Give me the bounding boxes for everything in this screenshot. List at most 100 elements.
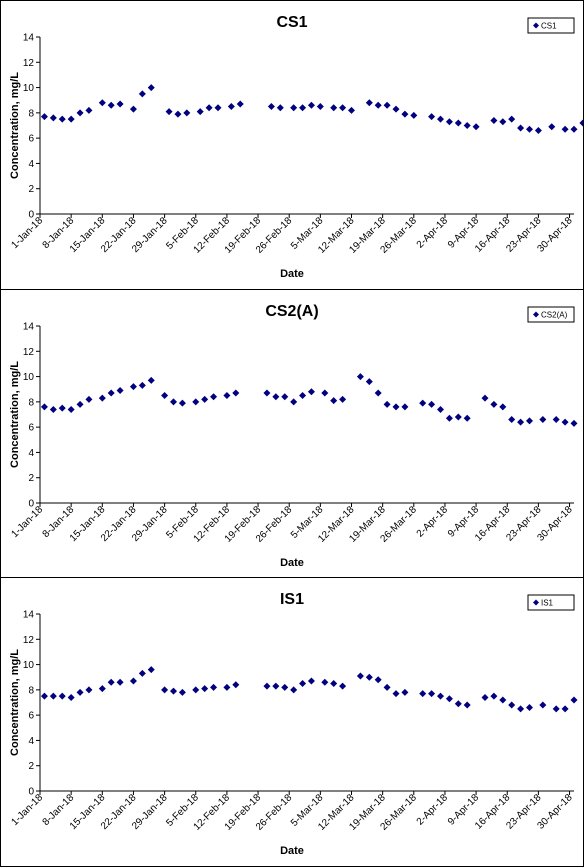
data-point (437, 115, 444, 123)
data-point (290, 398, 298, 406)
data-point (383, 101, 391, 109)
data-point (210, 683, 218, 691)
legend-label: CS1 (541, 22, 557, 31)
data-point (517, 705, 525, 713)
data-point (307, 388, 315, 396)
data-point (445, 414, 453, 422)
y-tick-label: 12 (23, 347, 35, 358)
data-point (232, 389, 240, 397)
data-point (223, 683, 231, 691)
data-point (392, 690, 400, 698)
chart-panel-cs1: CS1 CS1 0 2 4 6 8 10 12 14 1-Jan-18 8-Jan-18 15-Jan-… (0, 0, 584, 290)
data-point (348, 106, 355, 114)
data-point (236, 100, 244, 108)
y-tick-label: 4 (28, 159, 34, 170)
data-point (107, 678, 115, 686)
data-point (290, 104, 298, 112)
y-tick-label: 0 (28, 499, 34, 510)
data-point (49, 114, 57, 122)
data-point (116, 100, 124, 108)
chart-title: IS1 (280, 591, 304, 608)
data-point (129, 383, 137, 391)
y-tick-label: 14 (23, 33, 35, 44)
data-point (499, 403, 507, 411)
data-point (232, 681, 240, 689)
legend-marker-icon (533, 599, 539, 606)
data-point (107, 101, 115, 109)
y-tick-label: 12 (23, 58, 35, 69)
data-point (463, 414, 471, 422)
data-point (161, 392, 169, 400)
data-point (170, 398, 177, 406)
x-tick-label: 1-Jan-18 (9, 215, 45, 251)
data-point (356, 373, 364, 381)
x-tick-label: 2-Apr-18 (415, 792, 451, 828)
y-axis-title: Concentration, mg/L (9, 649, 21, 756)
data-point (178, 399, 186, 407)
data-point (178, 688, 186, 696)
data-point (401, 110, 409, 118)
data-point (481, 394, 489, 402)
data-point (445, 695, 453, 703)
chart-panel-cs2a: CS2(A) CS2(A) 0 2 4 6 8 10 12 14 1-Jan-18 8-Jan-18 1… (0, 289, 584, 578)
x-tick-label: 30-Apr-18 (535, 504, 575, 544)
data-point (392, 403, 400, 411)
data-point (58, 115, 66, 123)
data-point (374, 676, 382, 684)
data-point (98, 99, 106, 107)
data-point (147, 376, 155, 384)
data-point (192, 398, 200, 406)
data-point (116, 386, 124, 394)
data-point (517, 418, 525, 426)
legend-box (527, 306, 575, 323)
legend: CS1 (527, 17, 575, 34)
data-point (223, 392, 231, 400)
y-axis-title: Concentration, mg/L (9, 72, 21, 179)
x-axis-title: Date (280, 268, 304, 280)
y-tick-label: 12 (23, 635, 35, 646)
data-point (330, 397, 338, 405)
data-point (299, 680, 307, 688)
data-point (272, 393, 280, 401)
data-point (316, 103, 324, 111)
data-point (321, 678, 329, 686)
data-point (76, 688, 84, 696)
data-point (428, 690, 436, 698)
data-point (299, 392, 307, 400)
data-point (401, 403, 409, 411)
data-point (339, 395, 347, 403)
y-tick-label: 8 (28, 685, 34, 696)
y-tick-label: 0 (28, 787, 34, 798)
y-tick-label: 8 (28, 397, 34, 408)
data-point (374, 389, 382, 397)
data-point (98, 394, 106, 402)
x-tick-label: 30-Apr-18 (535, 792, 575, 832)
data-point (192, 686, 200, 694)
data-point (330, 104, 338, 112)
data-point (49, 405, 57, 413)
data-point (214, 104, 222, 112)
data-point (374, 101, 382, 109)
data-point (508, 115, 516, 123)
data-point (85, 686, 93, 694)
data-point (76, 109, 84, 117)
data-point (570, 696, 578, 704)
legend-label: CS2(A) (541, 311, 568, 320)
data-point (85, 106, 93, 114)
data-point (490, 400, 498, 408)
data-point (272, 682, 280, 690)
legend: CS2(A) (527, 306, 575, 323)
data-point (116, 678, 124, 686)
y-tick-label: 2 (28, 184, 34, 195)
data-point (401, 688, 409, 696)
legend-marker-icon (533, 22, 539, 29)
data-point (517, 124, 525, 132)
data-point (365, 99, 373, 107)
data-point (138, 90, 146, 98)
data-point (98, 685, 106, 693)
data-point (539, 416, 547, 424)
data-point (267, 103, 275, 111)
x-tick-label: 30-Apr-18 (535, 215, 575, 255)
data-point (138, 381, 146, 389)
legend-marker-icon (533, 311, 539, 318)
